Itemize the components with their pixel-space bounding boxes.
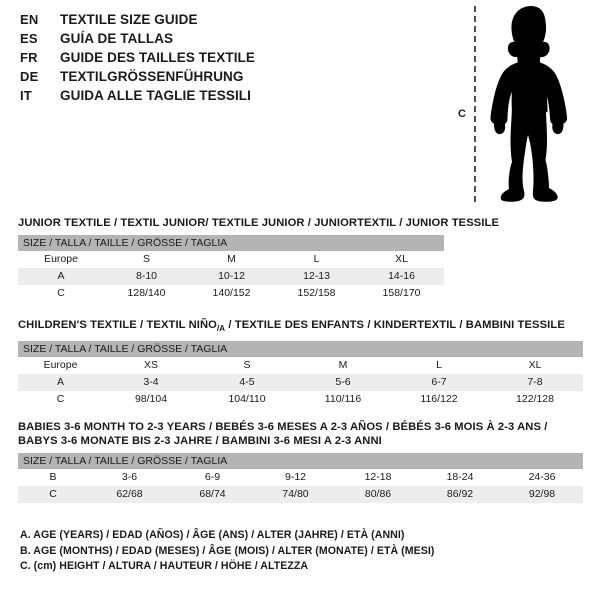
language-code: DE xyxy=(20,69,39,84)
table-cell: 92/98 xyxy=(501,486,584,503)
table-cell: M xyxy=(189,251,274,268)
table-cell: 122/128 xyxy=(487,391,583,409)
row-label: A xyxy=(18,374,103,392)
table-cell: 12-18 xyxy=(337,469,419,486)
language-row-fr: FR GUIDE DES TAILLES TEXTILE xyxy=(20,50,440,69)
table-cell: 24-36 xyxy=(501,469,584,486)
table-cell: 80/86 xyxy=(337,486,419,503)
junior-table-caption: JUNIOR TEXTILE / TEXTIL JUNIOR/ TEXTILE … xyxy=(18,217,500,229)
table-cell: 4-5 xyxy=(199,374,295,392)
table-cell: 98/104 xyxy=(103,391,199,409)
measurement-legend: A. AGE (YEARS) / EDAD (AÑOS) / ÂGE (ANS)… xyxy=(20,528,580,575)
row-label: C xyxy=(18,285,104,302)
table-row: Europe XS S M L XL xyxy=(18,357,583,375)
babies-textile-section: BABIES 3-6 MONTH TO 2-3 YEARS / BEBÉS 3-… xyxy=(18,420,584,503)
language-code: FR xyxy=(20,50,38,65)
table-cell: 86/92 xyxy=(419,486,501,503)
language-row-de: DE TEXTILGRÖSSENFÜHRUNG xyxy=(20,69,440,88)
language-title-list: EN TEXTILE SIZE GUIDE ES GUÍA DE TALLAS … xyxy=(20,12,440,107)
junior-textile-section: JUNIOR TEXTILE / TEXTIL JUNIOR/ TEXTILE … xyxy=(18,216,500,302)
row-label: A xyxy=(18,268,104,285)
table-cell: 104/110 xyxy=(199,391,295,409)
table-cell: 9-12 xyxy=(254,469,337,486)
table-row: B 3-6 6-9 9-12 12-18 18-24 24-36 xyxy=(18,469,584,486)
children-caption-pre: CHILDREN'S TEXTILE / TEXTIL NIÑO xyxy=(18,319,217,331)
language-title: TEXTILGRÖSSENFÜHRUNG xyxy=(60,69,244,84)
table-cell: 62/68 xyxy=(88,486,171,503)
table-cell: 6-7 xyxy=(391,374,487,392)
babies-table-caption-line1: BABIES 3-6 MONTH TO 2-3 YEARS / BEBÉS 3-… xyxy=(18,421,548,433)
table-cell: 158/170 xyxy=(359,285,445,302)
table-cell: L xyxy=(391,357,487,375)
table-cell: 10-12 xyxy=(189,268,274,285)
row-label: C xyxy=(18,486,88,503)
table-cell: 14-16 xyxy=(359,268,445,285)
table-cell: M xyxy=(295,357,391,375)
table-cell: 7-8 xyxy=(487,374,583,392)
table-cell: 74/80 xyxy=(254,486,337,503)
language-title: TEXTILE SIZE GUIDE xyxy=(60,12,198,27)
row-label: B xyxy=(18,469,88,486)
children-group-header-row: SIZE / TALLA / TAILLE / GRÖSSE / TAGLIA xyxy=(18,341,583,358)
table-row: Europe S M L XL xyxy=(18,251,445,268)
language-code: ES xyxy=(20,31,38,46)
junior-group-header-label: SIZE / TALLA / TAILLE / GRÖSSE / TAGLIA xyxy=(18,235,445,251)
table-cell: 3-6 xyxy=(88,469,171,486)
table-row: A 8-10 10-12 12-13 14-16 xyxy=(18,268,445,285)
height-measurement-figure: C xyxy=(450,4,595,204)
babies-group-header-label: SIZE / TALLA / TAILLE / GRÖSSE / TAGLIA xyxy=(18,453,584,469)
table-row: C 128/140 140/152 152/158 158/170 xyxy=(18,285,445,302)
language-title: GUIDE DES TAILLES TEXTILE xyxy=(60,50,256,65)
table-cell: 152/158 xyxy=(274,285,359,302)
children-caption-subscript: /A xyxy=(216,324,226,334)
legend-line-a: A. AGE (YEARS) / EDAD (AÑOS) / ÂGE (ANS)… xyxy=(20,529,405,541)
table-cell: 116/122 xyxy=(391,391,487,409)
junior-size-table: SIZE / TALLA / TAILLE / GRÖSSE / TAGLIA … xyxy=(18,235,445,302)
table-cell: 12-13 xyxy=(274,268,359,285)
language-title: GUÍA DE TALLAS xyxy=(60,31,174,46)
babies-group-header-row: SIZE / TALLA / TAILLE / GRÖSSE / TAGLIA xyxy=(18,453,584,469)
junior-group-header-row: SIZE / TALLA / TAILLE / GRÖSSE / TAGLIA xyxy=(18,235,445,251)
table-cell: 128/140 xyxy=(104,285,189,302)
table-cell: 5-6 xyxy=(295,374,391,392)
children-group-header-label: SIZE / TALLA / TAILLE / GRÖSSE / TAGLIA xyxy=(18,341,583,358)
table-row: C 62/68 68/74 74/80 80/86 86/92 92/98 xyxy=(18,486,584,503)
table-cell: XS xyxy=(103,357,199,375)
table-row: C 98/104 104/110 110/116 116/122 122/128 xyxy=(18,391,583,409)
row-label: Europe xyxy=(18,251,104,268)
table-cell: S xyxy=(104,251,189,268)
language-row-it: IT GUIDA ALLE TAGLIE TESSILI xyxy=(20,88,440,107)
height-marker-label: C xyxy=(458,108,466,120)
height-dashed-line xyxy=(474,6,476,202)
table-row: A 3-4 4-5 5-6 6-7 7-8 xyxy=(18,374,583,392)
table-cell: 68/74 xyxy=(171,486,254,503)
row-label: C xyxy=(18,391,103,409)
table-cell: L xyxy=(274,251,359,268)
table-cell: XL xyxy=(487,357,583,375)
legend-line-b: B. AGE (MONTHS) / EDAD (MESES) / ÂGE (MO… xyxy=(20,544,435,557)
language-row-en: EN TEXTILE SIZE GUIDE xyxy=(20,12,440,31)
toddler-silhouette-icon xyxy=(490,6,568,202)
table-cell: 18-24 xyxy=(419,469,501,486)
table-cell: 3-4 xyxy=(103,374,199,392)
babies-table-caption-line2: BABYS 3-6 MONATE BIS 2-3 JAHRE / BAMBINI… xyxy=(18,435,382,447)
language-code: EN xyxy=(20,12,39,27)
language-row-es: ES GUÍA DE TALLAS xyxy=(20,31,440,50)
table-cell: 8-10 xyxy=(104,268,189,285)
babies-size-table: SIZE / TALLA / TAILLE / GRÖSSE / TAGLIA … xyxy=(18,453,584,503)
children-caption-post: / TEXTILE DES ENFANTS / KINDERTEXTIL / B… xyxy=(225,319,565,331)
language-code: IT xyxy=(20,88,32,103)
table-cell: 6-9 xyxy=(171,469,254,486)
language-title: GUIDA ALLE TAGLIE TESSILI xyxy=(60,88,251,103)
table-cell: 140/152 xyxy=(189,285,274,302)
row-label: Europe xyxy=(18,357,103,375)
children-textile-section: CHILDREN'S TEXTILE / TEXTIL NIÑO/A / TEX… xyxy=(18,318,583,409)
table-cell: 110/116 xyxy=(295,391,391,409)
children-table-caption: CHILDREN'S TEXTILE / TEXTIL NIÑO/A / TEX… xyxy=(18,318,583,336)
table-cell: XL xyxy=(359,251,445,268)
children-size-table: SIZE / TALLA / TAILLE / GRÖSSE / TAGLIA … xyxy=(18,341,583,409)
legend-line-c: C. (cm) HEIGHT / ALTURA / HAUTEUR / HÖHE… xyxy=(20,560,309,572)
table-cell: S xyxy=(199,357,295,375)
